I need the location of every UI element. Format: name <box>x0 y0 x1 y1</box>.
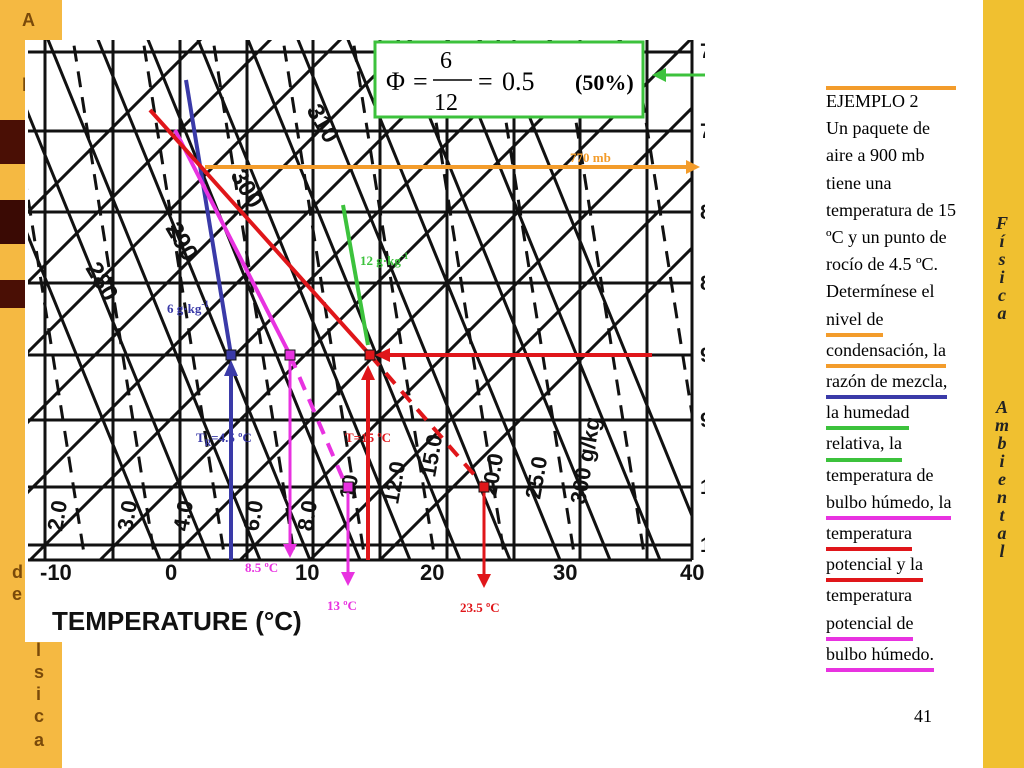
theta-label-value: 23.5 ºC <box>460 600 500 615</box>
pressure-label: 1000 <box>700 476 705 499</box>
left-sidebar-letter: d <box>12 562 23 582</box>
axis-lines <box>690 40 694 560</box>
wet-bulb-line <box>173 129 292 356</box>
x-axis-title: TEMPERATURE (°C) <box>52 606 302 636</box>
lcl-marker <box>364 349 376 361</box>
mixing-ratio-label: 6 g·kg-1 <box>167 299 209 316</box>
wet-bulb-marker <box>284 349 296 361</box>
temp-tick-label: 0 <box>165 560 177 585</box>
page-number: 41 <box>914 706 932 726</box>
right-sidebar <box>983 0 1024 768</box>
dew-point-label: TR=4.5 ºC <box>196 430 252 448</box>
relative-humidity-connector <box>655 73 705 77</box>
title-highlight <box>826 86 956 90</box>
formula-equals: = <box>478 67 493 96</box>
temp-tick-label: -10 <box>40 560 72 585</box>
lcl-pressure-label: 770 mb <box>570 150 611 165</box>
formula-denominator: 12 <box>434 90 458 116</box>
left-sidebar-letter: A <box>22 10 35 30</box>
pressure-label: 750 <box>700 120 705 143</box>
formula-box <box>373 40 645 119</box>
left-sidebar-letter: l <box>22 75 28 95</box>
mixing-ratio-label: 3.0 <box>112 498 142 532</box>
temp-tick-label: 10 <box>295 560 319 585</box>
sidebar-photo <box>0 120 28 164</box>
theta-marker <box>478 481 490 493</box>
pressure-label: 800 <box>700 201 705 224</box>
temp-tick-label: 20 <box>420 560 444 585</box>
dew-point-marker <box>225 349 237 361</box>
lcl-arrow-head <box>686 160 700 174</box>
left-sidebar-letter: e <box>12 584 23 604</box>
saturation-mixing-line <box>341 204 370 346</box>
pressure-label: 950 <box>700 409 705 432</box>
left-sidebar-letter: l <box>36 640 42 660</box>
example-text: EJEMPLO 2 Un paquete de aire a 900 mb ti… <box>826 88 988 673</box>
sidebar-photo <box>0 200 28 244</box>
pressure-label: 850 <box>700 272 705 295</box>
formula-numerator: 6 <box>440 48 452 74</box>
saturation-mixing-label: 12 g·kg-1 <box>360 251 409 268</box>
temp-tick-label: 30 <box>553 560 577 585</box>
pressure-label: 700 <box>700 40 705 63</box>
left-sidebar-letter: c <box>34 706 45 726</box>
dry-adiabat-dashed <box>368 353 486 488</box>
dry-adiabat-line <box>148 108 372 357</box>
mixing-ratio-label: 6.0 <box>238 498 268 532</box>
pressure-label: 1050 <box>700 534 705 557</box>
formula-percent: (50%) <box>575 70 634 95</box>
sidebar-photo <box>0 280 28 308</box>
formula-phi: Φ <box>386 67 405 96</box>
thermodynamic-diagram: 700 750 800 850 900 950 1000 1050 3 2 1 … <box>25 40 705 642</box>
mixing-ratio-label: 8.0 <box>292 498 322 532</box>
left-sidebar-letter: s <box>34 662 45 682</box>
temperature-label: T=15 ºC <box>345 430 391 445</box>
formula-equals: = <box>413 67 428 96</box>
temp-tick-label: 40 <box>680 560 704 585</box>
mixing-ratio-label: 2.0 <box>42 498 72 532</box>
formula-result: 0.5 <box>502 67 535 96</box>
example-title: EJEMPLO 2 <box>826 91 919 111</box>
theta-w-label: 13 ºC <box>327 598 357 613</box>
left-sidebar-letter: i <box>36 684 42 704</box>
left-sidebar-letter: a <box>34 730 45 750</box>
theta-w-marker <box>342 481 354 493</box>
mixing-ratio-label: 4.0 <box>168 498 198 532</box>
mixing-ratio-line <box>184 79 233 356</box>
wet-bulb-label: 8.5 ºC <box>245 560 278 575</box>
pressure-label: 900 <box>700 344 705 367</box>
